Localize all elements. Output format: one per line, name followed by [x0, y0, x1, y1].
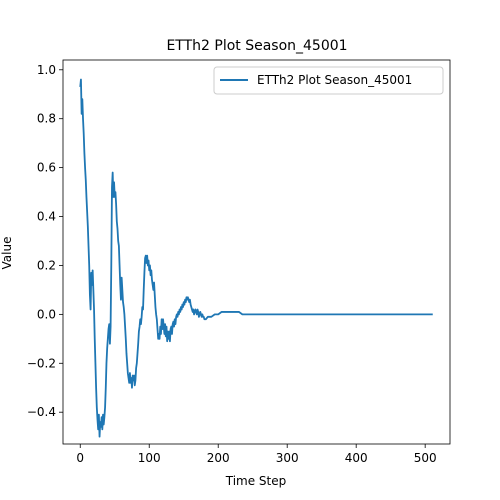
chart-title: ETTh2 Plot Season_45001: [166, 38, 347, 54]
y-tick-label: −0.4: [27, 405, 56, 419]
legend-entry-label: ETTh2 Plot Season_45001: [257, 73, 412, 87]
legend-box: [213, 66, 444, 95]
x-tick-label: 500: [414, 451, 437, 465]
y-tick-label: 1.0: [37, 63, 56, 77]
y-axis: −0.4 −0.2 0.0 0.2 0.4 0.6 0.8 1.0: [27, 63, 63, 419]
plot-area: [62, 59, 451, 445]
y-tick-label: 0.4: [37, 210, 56, 224]
series-layer: [79, 78, 433, 438]
x-axis: 0 100 200 300 400 500: [76, 444, 437, 465]
y-tick-label: 0.8: [37, 112, 56, 126]
y-tick-label: 0.0: [37, 307, 56, 321]
y-tick-label: 0.2: [37, 258, 56, 272]
x-tick-label: 100: [138, 451, 161, 465]
x-tick-label: 400: [345, 451, 368, 465]
x-axis-label: Time Step: [225, 474, 287, 488]
y-axis-label: Value: [0, 237, 14, 270]
axes-frame: [62, 59, 451, 445]
x-tick-label: 300: [276, 451, 299, 465]
y-tick-label: 0.6: [37, 161, 56, 175]
x-tick-label: 200: [207, 451, 230, 465]
legend: ETTh2 Plot Season_45001: [213, 66, 444, 95]
x-tick-label: 0: [76, 451, 84, 465]
y-tick-label: −0.2: [27, 356, 56, 370]
series-line-0: [79, 78, 433, 438]
